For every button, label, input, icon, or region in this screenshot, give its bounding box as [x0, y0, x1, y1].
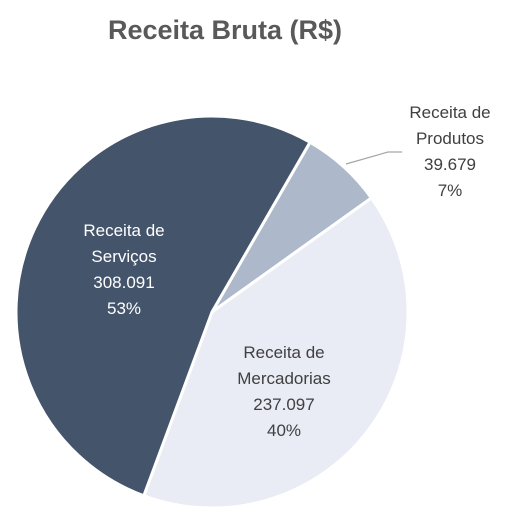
- slice-label: Receita de Mercadorias 237.097 40%: [225, 340, 343, 444]
- category-label: Receita de Produtos: [409, 103, 491, 148]
- pie-slice: [14, 114, 313, 498]
- category-label: Receita de Mercadorias: [237, 343, 331, 388]
- value-label: 308.091: [93, 273, 155, 292]
- percent-label: 40%: [266, 421, 302, 440]
- slice-label: Receita de Serviços 308.091 53%: [65, 218, 183, 322]
- percent-label: 53%: [106, 299, 142, 318]
- category-label: Receita de Serviços: [83, 221, 165, 266]
- value-label: 39.679: [424, 155, 476, 174]
- chart-title: Receita Bruta (R$): [108, 15, 342, 45]
- slice-label: Receita de Produtos 39.679 7%: [391, 100, 508, 204]
- leader-line: [345, 151, 402, 165]
- percent-label: 7%: [437, 181, 463, 200]
- value-label: 237.097: [253, 395, 315, 414]
